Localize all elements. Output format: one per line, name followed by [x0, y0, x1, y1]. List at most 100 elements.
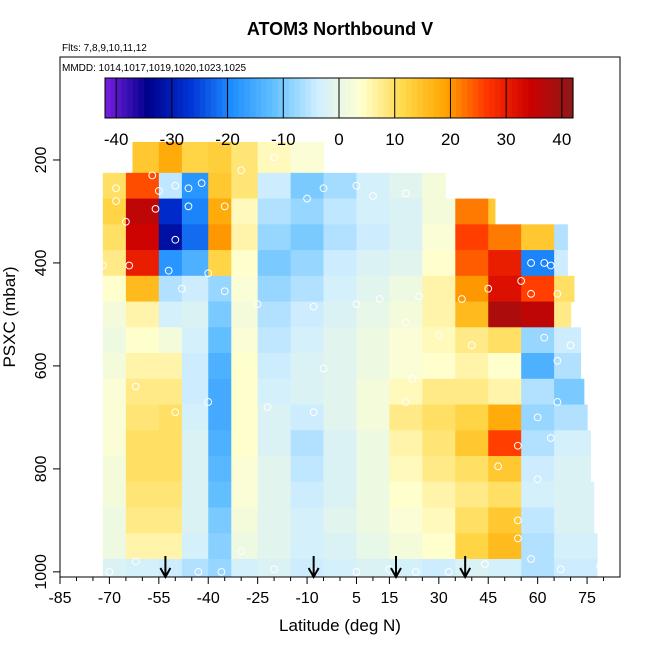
heatmap-cell [455, 250, 489, 277]
heatmap-cell [102, 378, 127, 406]
observation-point [494, 462, 503, 471]
heatmap-cell [125, 301, 160, 328]
heatmap-cell [102, 533, 127, 560]
heatmap-cell [389, 224, 423, 251]
heatmap-cell [181, 456, 209, 483]
heatmap-cell [181, 327, 209, 354]
heatmap-cell [208, 172, 232, 200]
heatmap-cell [290, 378, 325, 406]
heatmap-cell [181, 198, 209, 225]
heatmap-cell [488, 327, 522, 354]
heatmap-cell [158, 353, 183, 380]
y-tick-label: 800 [33, 455, 50, 482]
heatmap-cell [422, 224, 456, 251]
heatmap-cell [455, 353, 489, 380]
heatmap-cell [323, 378, 358, 406]
colorbar-swatch [511, 78, 518, 118]
colorbar-frame [104, 77, 574, 119]
heatmap-cell [455, 224, 489, 251]
heatmap-cell [208, 141, 232, 174]
heatmap-cell [181, 353, 209, 380]
observation-point [527, 555, 535, 563]
colorbar-swatch [506, 78, 513, 118]
heatmap-cell [158, 198, 183, 225]
observation-point [237, 547, 246, 556]
heatmap-cell [554, 533, 598, 560]
heatmap-cell [356, 353, 391, 380]
observation-point [148, 171, 157, 180]
heatmap-cell [488, 353, 522, 380]
x-tick-label: -40 [197, 590, 220, 607]
observation-point [596, 562, 605, 571]
heatmap-cell [323, 404, 358, 431]
colorbar-swatch [238, 78, 245, 118]
observation-point [533, 475, 542, 484]
heatmap-cell [521, 327, 555, 354]
observation-point [204, 269, 213, 278]
colorbar-swatch [116, 78, 123, 118]
heatmap-cell [356, 507, 391, 534]
heatmap-cell [290, 275, 325, 303]
heatmap-cell [125, 481, 160, 509]
observation-point [197, 179, 206, 188]
heatmap-cell [208, 558, 232, 577]
heatmap-cell [389, 275, 423, 303]
colorbar-swatch [300, 78, 307, 118]
observation-point [319, 184, 328, 193]
heatmap-cell [158, 275, 183, 303]
colorbar-tick-label: 10 [385, 130, 404, 149]
heatmap-cell [356, 224, 391, 251]
observation-point [467, 341, 476, 350]
colorbar-swatch [327, 78, 335, 118]
colorbar-swatch [444, 78, 452, 118]
dates-label: MMDD: 1014,1017,1019,1020,1023,1025 [62, 63, 246, 74]
heatmap-cell [455, 481, 489, 509]
observation-point [309, 302, 318, 311]
observation-point [204, 398, 213, 406]
colorbar-swatch [467, 78, 474, 118]
colorbar-swatch [316, 78, 323, 118]
colorbar-swatch [366, 78, 374, 118]
observation-point [220, 202, 229, 211]
observation-point [237, 166, 246, 175]
heatmap-cell [208, 224, 232, 251]
colorbar-swatch [483, 78, 491, 118]
observation-point [98, 261, 107, 270]
observation-point [457, 295, 466, 303]
heatmap-cell [208, 198, 232, 225]
colorbar-swatch [294, 78, 301, 118]
observation-point [303, 194, 311, 203]
heatmap-cell [257, 141, 292, 174]
heatmap-cell [323, 275, 358, 303]
heatmap-cell [231, 353, 259, 380]
x-tick-label: 5 [352, 590, 361, 607]
heatmap-cell [521, 533, 555, 560]
colorbar-tick-label: -30 [160, 130, 185, 149]
observation-point [121, 217, 130, 226]
colorbar-swatch [138, 78, 145, 118]
heatmap-cell [125, 172, 160, 200]
observation-point [556, 565, 565, 574]
heatmap-cell [356, 430, 391, 457]
heatmap-cell [125, 558, 160, 577]
colorbar-swatch [177, 78, 184, 118]
colorbar-swatch [405, 78, 413, 118]
heatmap-cell [231, 507, 259, 534]
heatmap-cell [181, 224, 209, 251]
heatmap-cell [102, 353, 127, 380]
heatmap-cell [356, 456, 391, 483]
heatmap-cell [158, 250, 183, 277]
heatmap-cell [356, 275, 391, 303]
heatmap-cell [231, 301, 259, 328]
heatmap-cell [125, 250, 160, 277]
heatmap-cell [554, 430, 591, 457]
heatmap-cell [181, 250, 209, 277]
x-axis-label: Latitude (deg N) [279, 616, 401, 635]
heatmap-cell [422, 456, 456, 483]
heatmap-cell [125, 224, 160, 251]
heatmap-cell [422, 404, 456, 431]
observation-point [375, 295, 384, 303]
heatmap-cell [125, 507, 160, 534]
heatmap-cell [356, 172, 391, 200]
heatmap-cell [125, 456, 160, 483]
